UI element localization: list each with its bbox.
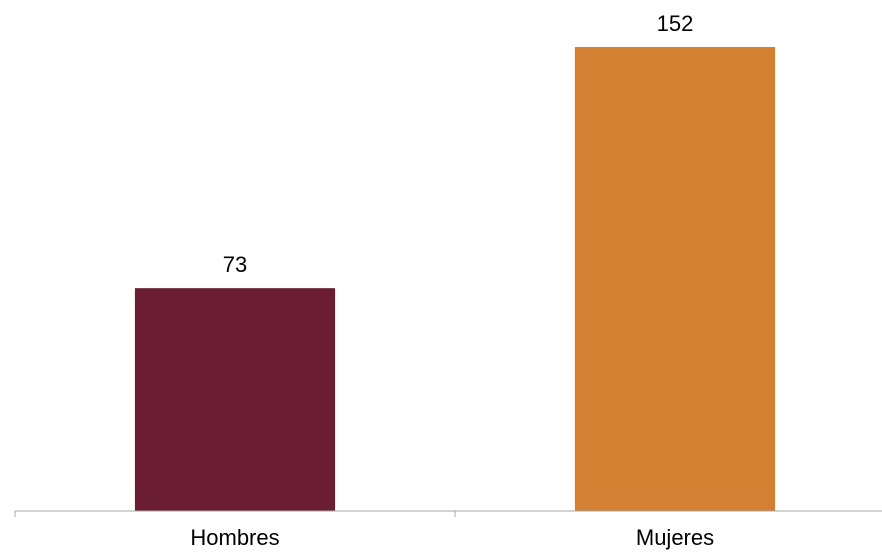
x-axis: Hombres Mujeres	[14, 510, 882, 550]
x-tick-label-mujeres: Mujeres	[636, 525, 714, 550]
bar-mujeres	[574, 47, 776, 511]
x-tick-label-hombres: Hombres	[190, 525, 279, 550]
bar-hombres	[134, 288, 336, 511]
bars-group	[134, 47, 776, 511]
data-labels-group: 73 152	[223, 11, 694, 277]
data-label-mujeres: 152	[657, 11, 694, 36]
data-label-hombres: 73	[223, 252, 247, 277]
